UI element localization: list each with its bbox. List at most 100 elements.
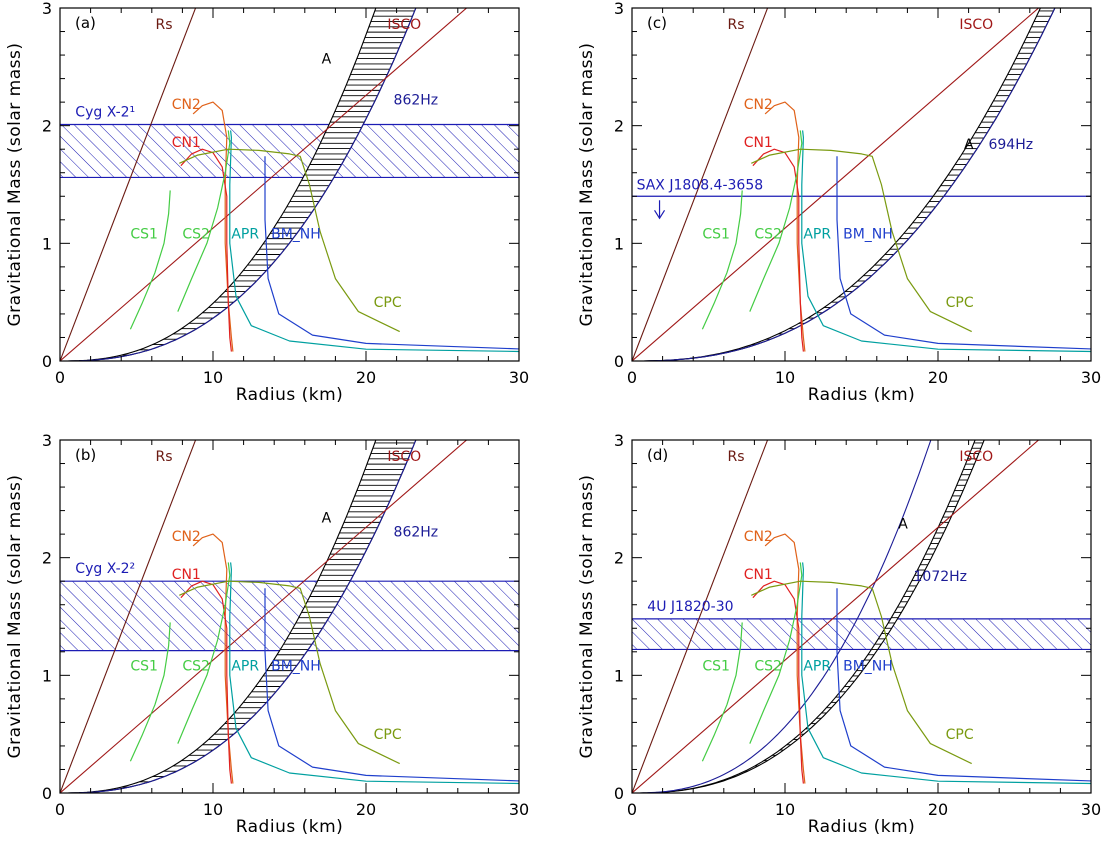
constraint-label: Cyg X-2² [75,561,135,577]
eos-curve-label: CN1 [172,567,201,583]
eos-curve-cpc [751,148,972,333]
x-tick-label: 30 [1081,368,1101,387]
eos-curve-label: CS1 [130,659,158,675]
y-tick-label: 0 [42,784,52,803]
y-tick-label: 3 [614,431,624,450]
eos-curve-cpc [751,580,972,765]
y-axis-title: Gravitational Mass (solar mass) [577,474,597,758]
reference-line-rs [632,8,769,361]
region-boundary-upper [60,440,377,793]
eos-curve-cn2 [192,533,234,784]
reference-line-rs [632,440,769,793]
hatched-region-label: A [964,137,974,153]
x-axis-title: Radius (km) [236,385,344,405]
y-tick-label: 0 [614,784,624,803]
plot-area [60,8,519,361]
y-tick-label: 3 [42,0,52,18]
region-boundary-upper [60,8,377,361]
eos-curve-cpc [179,148,400,333]
constraint-label: 4U J1820-30 [647,599,733,615]
reference-line-label: Rs [728,449,745,465]
eos-curve-label: CN2 [172,529,201,545]
eos-curve-label: CPC [374,727,402,743]
x-tick-label: 20 [356,368,376,387]
x-tick-label: 30 [509,368,529,387]
eos-curve-bm-nh [836,156,1091,350]
eos-curve-label: CN1 [744,135,773,151]
eos-curve-label: APR [231,659,259,675]
eos-curve-apr [801,130,1091,353]
y-tick-label: 2 [614,117,624,136]
y-axis-title: Gravitational Mass (solar mass) [5,42,25,326]
y-tick-label: 3 [614,0,624,18]
eos-curve-label: CPC [946,727,974,743]
eos-curve-label: CN2 [172,97,201,113]
reference-line-isco [632,440,1040,793]
reference-line-label: ISCO [959,449,993,465]
x-axis-title: Radius (km) [808,817,916,837]
panel-label: (b) [75,446,96,464]
x-tick-label: 20 [356,800,376,819]
constraint-label: Cyg X-2¹ [75,104,135,120]
eos-curve-label: CS1 [130,227,158,243]
x-tick-label: 20 [928,800,948,819]
spin-frequency-curve [632,440,932,793]
eos-curve-label: CN1 [744,567,773,583]
y-axis-title: Gravitational Mass (solar mass) [577,42,597,326]
reference-line-isco [60,440,468,793]
spin-frequency-curve [632,8,1056,361]
plot-area [632,440,1091,793]
y-tick-label: 2 [614,549,624,568]
eos-curve-label: APR [803,659,831,675]
chart-panel: Cyg X-2¹ Rs ISCO CN2 CN1 CS1 CS2 APR BM_NH CPC 862… [5,0,529,405]
x-axis-title: Radius (km) [808,385,916,405]
chart-panel: Cyg X-2² Rs ISCO CN2 CN1 CS1 CS2 APR BM_NH CPC 862… [5,431,529,837]
eos-curve-apr [801,562,1091,785]
plot-frame [59,7,520,362]
reference-line-rs [60,8,197,361]
spin-frequency-curve [60,8,417,361]
eos-curve-cn1 [752,580,804,784]
plot-frame [631,439,1092,794]
y-tick-label: 2 [42,117,52,136]
constraint-band [60,124,519,178]
x-tick-label: 0 [55,368,65,387]
x-tick-label: 10 [203,800,223,819]
eos-curve-cpc [179,580,400,765]
eos-curve-bm-nh [264,156,519,350]
eos-curve-label: CS2 [754,659,782,675]
reference-line-label: ISCO [959,17,993,33]
eos-curve-label: CS2 [182,227,210,243]
eos-curve-label: CS1 [702,659,730,675]
panel-label: (a) [75,14,96,32]
eos-curve-label: CS2 [182,659,210,675]
y-tick-label: 0 [614,352,624,371]
spin-frequency-label: 1072Hz [914,569,968,585]
plot-area [60,440,519,793]
eos-curve-cn1 [180,580,232,784]
eos-curve-apr [229,130,519,353]
eos-curve-label: CN1 [172,135,201,151]
x-tick-label: 20 [928,368,948,387]
eos-curve-bm-nh [836,588,1091,782]
eos-curve-cn1 [752,148,804,352]
y-tick-label: 2 [42,549,52,568]
eos-curve-cs2 [177,130,231,312]
plot-area [632,8,1091,361]
x-tick-label: 10 [775,368,795,387]
x-axis-title: Radius (km) [236,817,344,837]
eos-curve-cs1 [129,190,171,330]
y-tick-label: 1 [42,234,52,253]
chart-panel: SAX J1808.4-3658 Rs ISCO CN2 CN1 CS1 CS2 APR BM_… [577,0,1101,405]
eos-curve-label: CPC [374,295,402,311]
eos-curve-cs2 [177,562,231,744]
reference-line-rs [60,440,197,793]
eos-curve-apr [229,562,519,785]
eos-curve-label: CPC [946,295,974,311]
hatched-region-label: A [898,516,908,532]
panel-label: (c) [647,14,667,32]
hatched-region-label: A [322,51,332,67]
hatched-region-label: A [322,510,332,526]
eos-curve-label: APR [231,227,259,243]
